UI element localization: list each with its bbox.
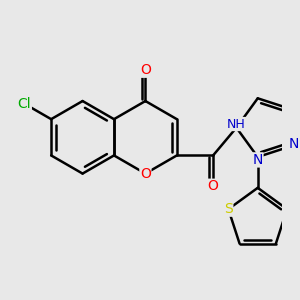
Text: N: N — [289, 137, 299, 151]
Text: N: N — [253, 153, 263, 167]
Text: O: O — [208, 179, 218, 193]
Text: O: O — [140, 63, 151, 77]
Text: Cl: Cl — [18, 97, 31, 111]
Text: NH: NH — [227, 118, 246, 130]
Text: O: O — [140, 167, 151, 181]
Text: S: S — [224, 202, 233, 216]
